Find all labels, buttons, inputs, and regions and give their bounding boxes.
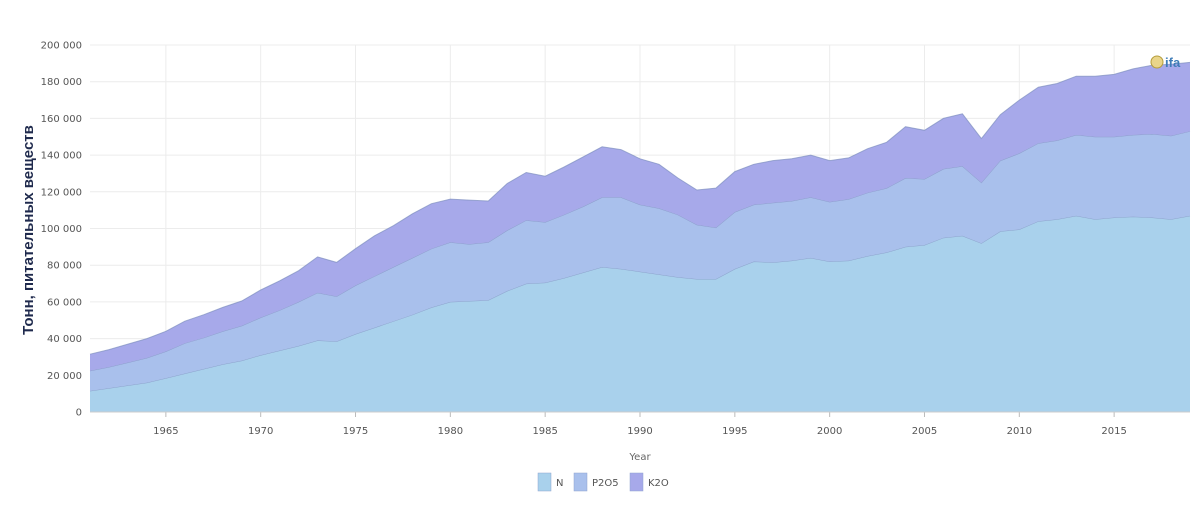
y-tick-label: 40 000 (47, 334, 82, 345)
x-tick-label: 1995 (722, 426, 747, 437)
legend-swatch (573, 472, 588, 492)
y-tick-label: 0 (76, 408, 82, 419)
x-tick-label: 1965 (153, 426, 178, 437)
x-tick-label: 2010 (1007, 426, 1032, 437)
y-tick-label: 160 000 (41, 114, 82, 125)
area-k2o (90, 62, 1190, 371)
x-tick-label: 1985 (532, 426, 557, 437)
y-tick-label: 140 000 (41, 151, 82, 162)
area-edge-k2o (89, 61, 1191, 355)
legend-label: N (556, 478, 563, 489)
x-tick-label: 2005 (912, 426, 937, 437)
legend-item-p2o5[interactable]: P2O5 (573, 472, 619, 492)
ifa-logo: ifa (1150, 55, 1181, 70)
ifa-logo-icon (1150, 55, 1164, 69)
legend: N P2O5 K2O (537, 472, 669, 492)
x-axis-title: Year (628, 452, 651, 463)
x-tick-label: 1990 (627, 426, 652, 437)
y-tick-label: 80 000 (47, 261, 82, 272)
area-series-layer (89, 61, 1191, 412)
ifa-logo-text: ifa (1165, 55, 1181, 70)
x-tick-label: 1970 (248, 426, 273, 437)
legend-label: P2O5 (592, 478, 619, 489)
y-axis-title: Тонн, питательных веществ (20, 125, 37, 335)
y-tick-label: 120 000 (41, 187, 82, 198)
area-p2o5 (90, 131, 1190, 391)
x-tick-label: 1975 (343, 426, 368, 437)
legend-item-n[interactable]: N (537, 472, 563, 492)
y-axis-ticks: 0 20 000 40 000 60 000 80 000 100 000 120 000 1… (41, 41, 82, 419)
x-tick-label: 2000 (817, 426, 842, 437)
y-tick-label: 20 000 (47, 371, 82, 382)
legend-label: K2O (648, 478, 669, 489)
x-tick-label: 1980 (438, 426, 463, 437)
legend-item-k2o[interactable]: K2O (629, 472, 669, 492)
y-tick-label: 100 000 (41, 224, 82, 235)
legend-swatch (629, 472, 644, 492)
y-tick-label: 200 000 (41, 41, 82, 52)
y-tick-label: 180 000 (41, 77, 82, 88)
x-axis-ticks: 1965 1970 1975 1980 1985 1990 1995 2000 2005 2010… (90, 411, 1190, 437)
y-tick-label: 60 000 (47, 297, 82, 308)
legend-swatch (537, 472, 552, 492)
x-tick-label: 2015 (1101, 426, 1126, 437)
area-n (90, 215, 1190, 412)
